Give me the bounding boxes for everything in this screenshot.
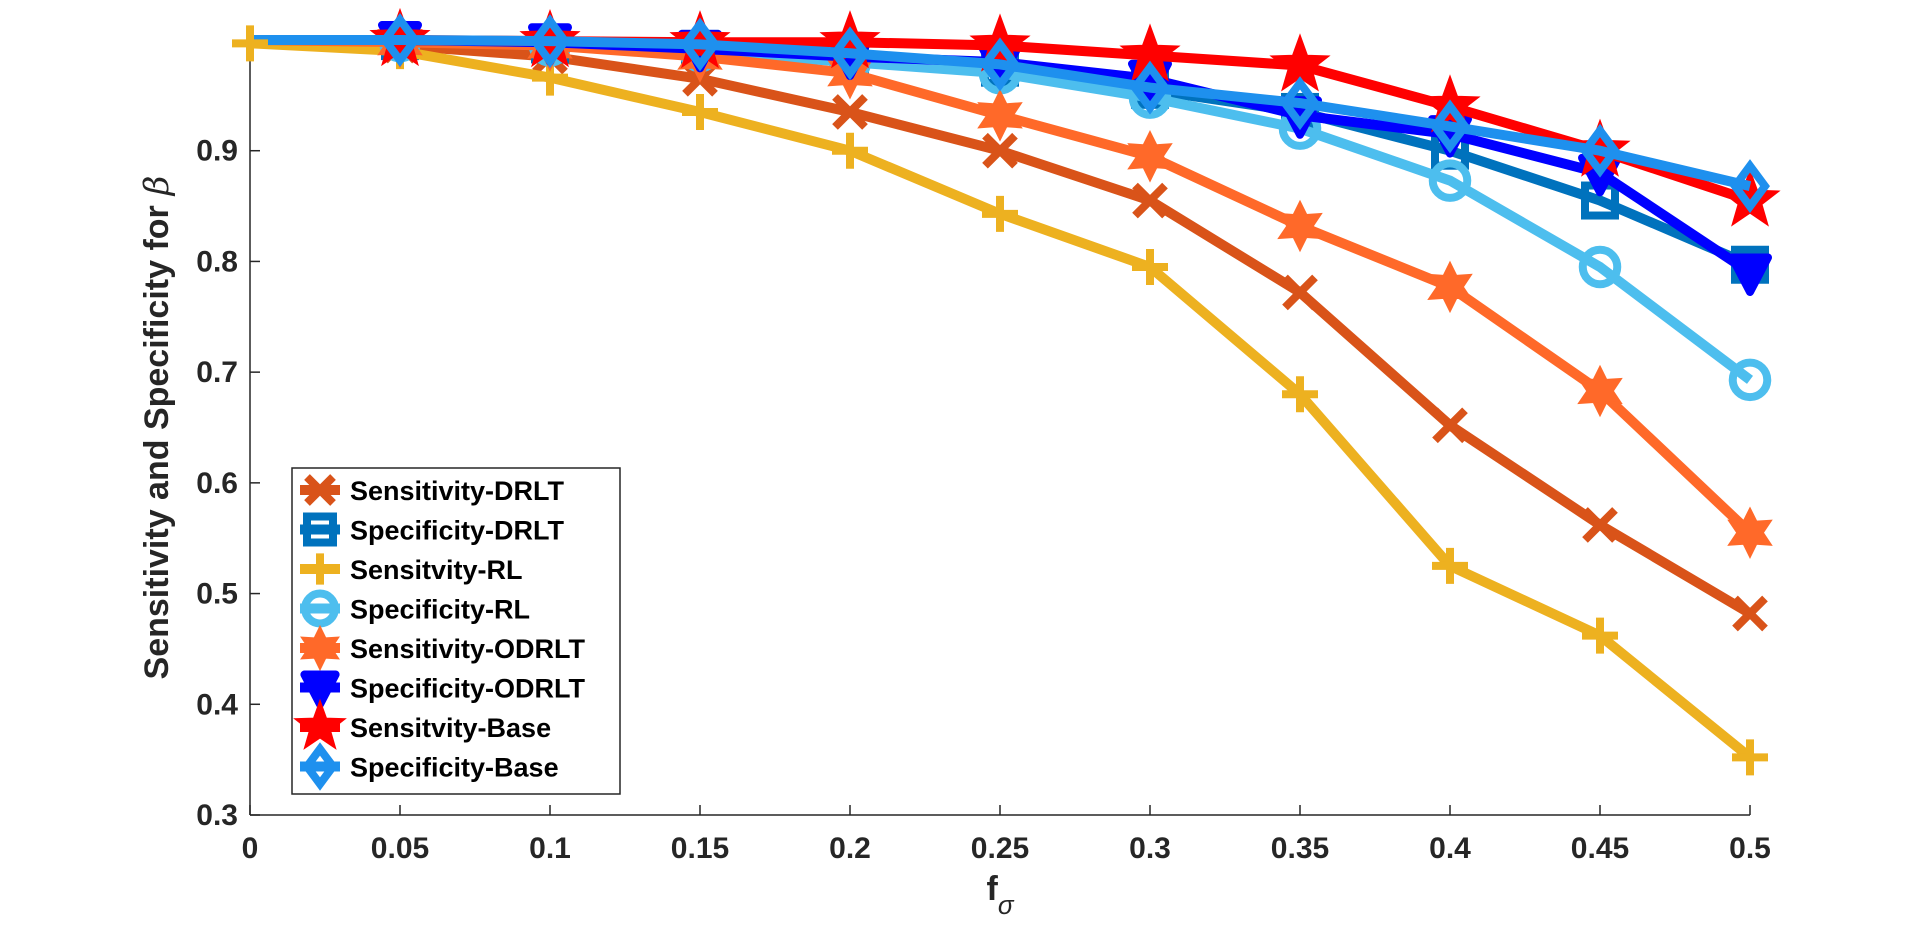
y-axis-title-symbol: β bbox=[137, 176, 177, 198]
data-point bbox=[303, 512, 337, 547]
legend-item: Specificity-DRLT bbox=[300, 512, 565, 547]
data-point bbox=[1280, 76, 1320, 131]
data-point bbox=[1132, 248, 1168, 285]
data-point bbox=[232, 25, 268, 62]
legend-label: Sensitivity-DRLT bbox=[350, 476, 565, 506]
data-point bbox=[982, 195, 1018, 232]
series-layer bbox=[232, 7, 1781, 776]
x-tick-label: 0.15 bbox=[671, 832, 729, 865]
data-point bbox=[1582, 617, 1618, 654]
x-tick-label: 0.35 bbox=[1271, 832, 1329, 865]
y-tick-label: 0.4 bbox=[196, 688, 238, 721]
legend-item: Sensitvity-Base bbox=[293, 698, 551, 750]
x-tick-label: 0.45 bbox=[1571, 832, 1629, 865]
data-point bbox=[977, 89, 1023, 142]
x-tick-label: 0.2 bbox=[829, 832, 871, 865]
data-point bbox=[1730, 159, 1770, 214]
x-tick-label: 0.3 bbox=[1129, 832, 1171, 865]
x-axis-title-subscript: σ bbox=[998, 890, 1015, 920]
data-point bbox=[1430, 99, 1470, 154]
x-tick-label: 0.4 bbox=[1429, 832, 1471, 865]
data-point bbox=[1427, 260, 1473, 314]
data-point bbox=[1277, 199, 1323, 253]
data-point bbox=[1282, 376, 1318, 413]
legend-item: Sensitivity-DRLT bbox=[300, 474, 565, 506]
legend-item: Sensitivity-ODRLT bbox=[300, 624, 586, 672]
axes: 0 0.05 0.1 0.15 0.2 0.25 0.3 0.35 0.4 0.45 0.5 0.3… bbox=[196, 40, 1771, 865]
data-point bbox=[1580, 123, 1620, 178]
data-point bbox=[1728, 253, 1772, 296]
x-axis-title: fσ bbox=[986, 870, 1014, 920]
data-point bbox=[982, 132, 1018, 169]
legend-label: Sensitvity-RL bbox=[350, 555, 523, 585]
legend-item: Sensitvity-RL bbox=[300, 553, 523, 585]
x-tick-label: 0.05 bbox=[371, 832, 429, 865]
y-tick-label: 0.7 bbox=[196, 356, 238, 389]
legend-label: Specificity-Base bbox=[350, 753, 559, 783]
x-tick-label: 0 bbox=[242, 832, 259, 865]
y-ticks: 0.3 0.4 0.5 0.6 0.7 0.8 0.9 bbox=[196, 135, 260, 832]
data-point bbox=[1578, 245, 1622, 289]
data-point bbox=[1130, 60, 1170, 115]
data-point bbox=[304, 474, 336, 506]
data-point bbox=[380, 13, 420, 67]
data-point bbox=[1732, 739, 1768, 776]
legend-box bbox=[291, 467, 621, 795]
data-point bbox=[832, 132, 868, 169]
legend-label: Sensitvity-Base bbox=[350, 713, 551, 743]
data-point bbox=[1127, 130, 1173, 183]
data-point bbox=[1282, 274, 1318, 311]
data-point bbox=[1577, 364, 1623, 418]
y-axis-title-main: Sensitivity and Specificity for bbox=[138, 205, 176, 679]
data-point bbox=[1428, 159, 1472, 202]
y-tick-label: 0.5 bbox=[196, 578, 238, 611]
y-tick-label: 0.3 bbox=[196, 799, 238, 832]
x-tick-label: 0.25 bbox=[971, 832, 1029, 865]
data-point bbox=[1582, 507, 1618, 543]
data-point bbox=[304, 553, 336, 585]
series-line bbox=[250, 35, 1752, 191]
legend-label: Specificity-ODRLT bbox=[350, 674, 586, 704]
data-point bbox=[301, 589, 339, 628]
data-point bbox=[300, 624, 340, 672]
data-point bbox=[302, 742, 338, 791]
data-point bbox=[680, 17, 720, 72]
data-point bbox=[1132, 182, 1168, 219]
legend-label: Specificity-RL bbox=[350, 595, 530, 625]
x-tick-label: 0.5 bbox=[1729, 832, 1771, 865]
legend-item: Specificity-ODRLT bbox=[300, 670, 586, 709]
series-specificity-base bbox=[250, 13, 1770, 214]
legend-item: Specificity-RL bbox=[300, 589, 530, 628]
data-point bbox=[832, 94, 868, 130]
data-point bbox=[1728, 358, 1772, 402]
x-axis-title-main: f bbox=[986, 870, 998, 908]
data-point bbox=[300, 670, 340, 709]
x-tick-label: 0.1 bbox=[529, 832, 571, 865]
data-point bbox=[530, 14, 570, 69]
y-tick-label: 0.6 bbox=[196, 467, 238, 500]
data-point bbox=[830, 26, 870, 81]
data-point bbox=[980, 37, 1020, 92]
data-point bbox=[1432, 407, 1468, 444]
y-tick-label: 0.8 bbox=[196, 245, 238, 278]
x-ticks: 0 0.05 0.1 0.15 0.2 0.25 0.3 0.35 0.4 0.45 0.5 bbox=[242, 805, 1771, 865]
y-tick-label: 0.9 bbox=[196, 135, 238, 168]
data-point bbox=[1432, 547, 1468, 584]
legend-label: Specificity-DRLT bbox=[350, 516, 565, 546]
legend-label: Sensitivity-ODRLT bbox=[350, 634, 586, 664]
data-point bbox=[1732, 595, 1768, 632]
y-axis-title: Sensitivity and Specificity for β bbox=[137, 176, 177, 680]
data-point bbox=[682, 93, 718, 130]
axis-titles: fσ Sensitivity and Specificity for β bbox=[137, 176, 1015, 920]
data-point bbox=[1727, 506, 1773, 559]
legend: Sensitivity-DRLT Specificity-DRLT Sensitvi… bbox=[291, 467, 621, 795]
data-point bbox=[293, 698, 347, 750]
legend-item: Specificity-Base bbox=[300, 742, 559, 791]
